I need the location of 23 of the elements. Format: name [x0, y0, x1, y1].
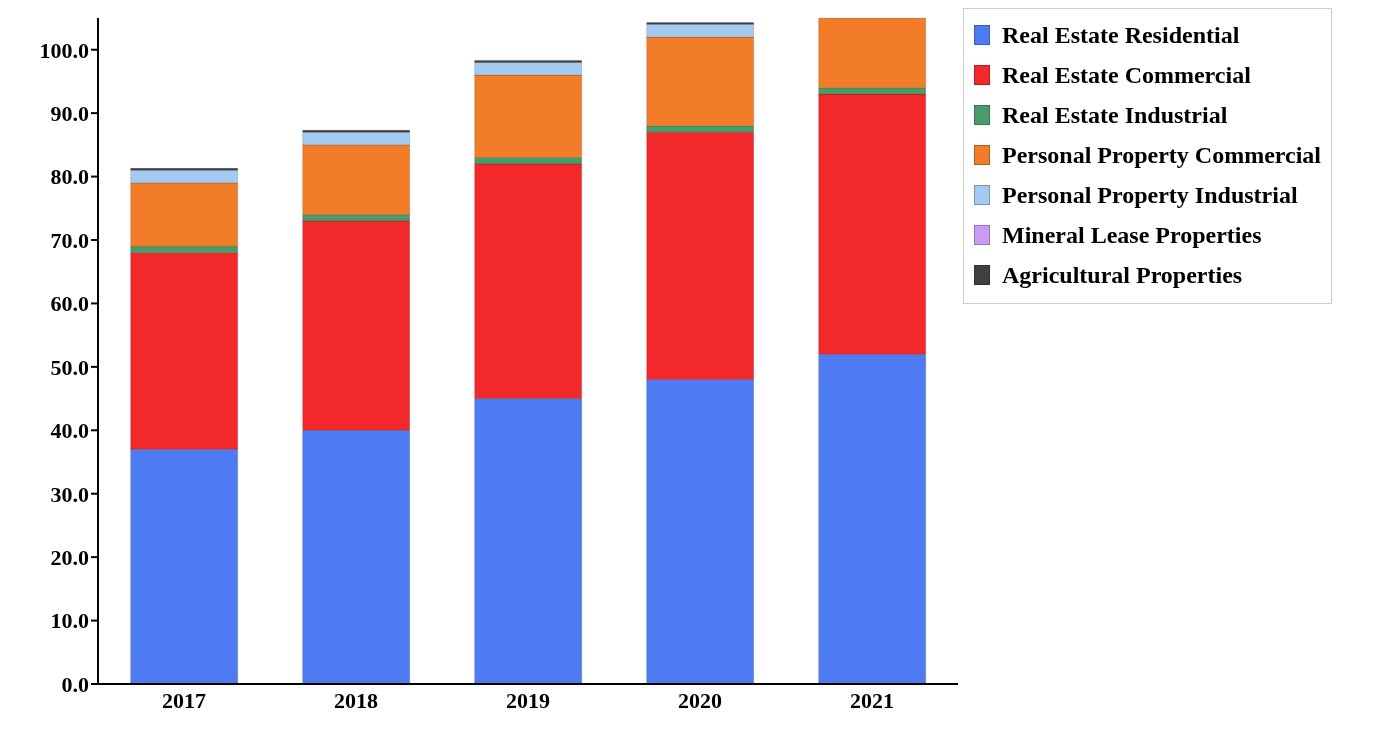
- legend-label: Real Estate Commercial: [1002, 61, 1251, 89]
- y-tick-label: 20.0: [50, 544, 89, 570]
- y-tick-label: 80.0: [50, 164, 89, 190]
- y-tick-label: 0.0: [61, 671, 89, 697]
- x-tick-label: 2021: [850, 687, 894, 713]
- legend-label: Agricultural Properties: [1002, 261, 1243, 289]
- x-tick-label: 2018: [334, 687, 378, 713]
- y-tick-label: 50.0: [50, 354, 89, 380]
- y-tick-label: 100.0: [39, 37, 89, 63]
- y-tick-label: 40.0: [50, 418, 89, 444]
- y-tick-label: 60.0: [50, 291, 89, 317]
- x-tick-label: 2020: [678, 687, 722, 713]
- y-tick-label: 10.0: [50, 608, 89, 634]
- x-tick-label: 2017: [162, 687, 206, 713]
- legend-label: Personal Property Industrial: [1002, 181, 1298, 209]
- legend-label: Real Estate Residential: [1002, 21, 1240, 49]
- x-tick-label: 2019: [506, 687, 550, 713]
- legend-label: Personal Property Commercial: [1002, 141, 1322, 169]
- y-tick-label: 30.0: [50, 481, 89, 507]
- legend-label: Mineral Lease Properties: [1002, 221, 1262, 249]
- y-tick-label: 70.0: [50, 227, 89, 253]
- legend-label: Real Estate Industrial: [1002, 101, 1228, 129]
- y-tick-label: 90.0: [50, 100, 89, 126]
